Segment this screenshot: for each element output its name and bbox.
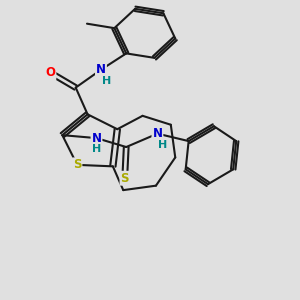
Text: N: N: [92, 132, 101, 145]
Text: N: N: [152, 127, 162, 140]
Text: H: H: [158, 140, 167, 150]
Text: S: S: [73, 158, 81, 171]
Text: O: O: [45, 66, 56, 79]
Text: N: N: [96, 63, 106, 76]
Text: H: H: [92, 144, 101, 154]
Text: S: S: [121, 172, 129, 185]
Text: H: H: [102, 76, 111, 86]
